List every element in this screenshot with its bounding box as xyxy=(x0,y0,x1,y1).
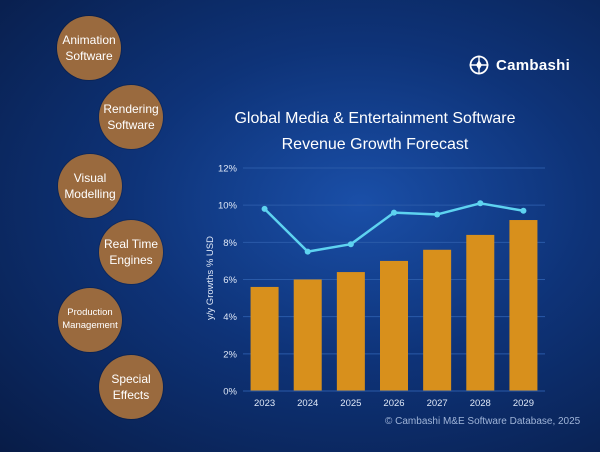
x-tick-label: 2025 xyxy=(340,398,361,409)
bar xyxy=(466,234,495,391)
chart-title-line2: Revenue Growth Forecast xyxy=(281,136,469,153)
x-tick-label: 2023 xyxy=(254,398,275,409)
category-special-effects: Special Effects xyxy=(99,355,163,419)
category-label-line2: Software xyxy=(107,118,155,132)
line-point xyxy=(304,248,311,255)
category-label-line1: Rendering xyxy=(103,101,159,116)
y-tick-label: 2% xyxy=(223,349,237,360)
category-real-time-engines: Real Time Engines xyxy=(99,220,163,284)
category-label-line1: Real Time xyxy=(103,236,159,251)
bar xyxy=(423,249,452,391)
chart-title-line1: Global Media & Entertainment Software xyxy=(234,110,516,127)
y-tick-label: 10% xyxy=(218,201,238,212)
bar xyxy=(250,286,279,391)
line-point xyxy=(261,205,268,212)
category-visual-modelling: Visual Modelling xyxy=(58,154,122,218)
brand-logo: Cambashi xyxy=(468,52,570,78)
line-point xyxy=(434,211,441,218)
y-tick-label: 0% xyxy=(223,387,237,398)
category-label-line2: Engines xyxy=(109,253,153,267)
y-tick-label: 8% xyxy=(223,238,237,249)
brand-name: Cambashi xyxy=(496,56,571,74)
category-animation-software: Animation Software xyxy=(57,16,121,80)
category-label-line2: Management xyxy=(62,320,118,331)
line-point xyxy=(347,241,354,248)
chart-title: Global Media & Entertainment Software Re… xyxy=(215,106,535,158)
category-label-line1: Special xyxy=(111,371,151,386)
x-tick-label: 2027 xyxy=(427,398,448,409)
line-point xyxy=(520,207,527,214)
line-point xyxy=(477,200,484,207)
copyright-text: © Cambashi M&E Software Database, 2025 xyxy=(385,416,581,427)
y-axis-label: y/y Growths % USD xyxy=(205,236,216,320)
category-label-line1: Animation xyxy=(62,32,116,47)
bar xyxy=(509,220,538,391)
category-label-line2: Modelling xyxy=(64,187,116,201)
category-rendering-software: Rendering Software xyxy=(99,85,163,149)
bar xyxy=(380,260,408,391)
y-tick-label: 12% xyxy=(218,164,238,175)
bar xyxy=(293,279,322,391)
category-label-line1: Visual xyxy=(73,170,107,185)
category-production-management: Production Management xyxy=(58,288,122,352)
y-tick-label: 4% xyxy=(223,312,237,323)
x-tick-label: 2024 xyxy=(297,398,318,409)
x-tick-label: 2028 xyxy=(470,398,491,409)
x-tick-label: 2026 xyxy=(383,398,404,409)
category-label-line2: Effects xyxy=(112,388,150,402)
bar xyxy=(336,272,365,391)
line-point xyxy=(391,209,397,216)
category-label-line2: Software xyxy=(65,49,113,63)
x-tick-label: 2029 xyxy=(513,398,534,409)
compass-icon xyxy=(469,55,489,75)
category-label-line1: Production xyxy=(67,307,113,319)
y-tick-label: 6% xyxy=(223,275,237,286)
